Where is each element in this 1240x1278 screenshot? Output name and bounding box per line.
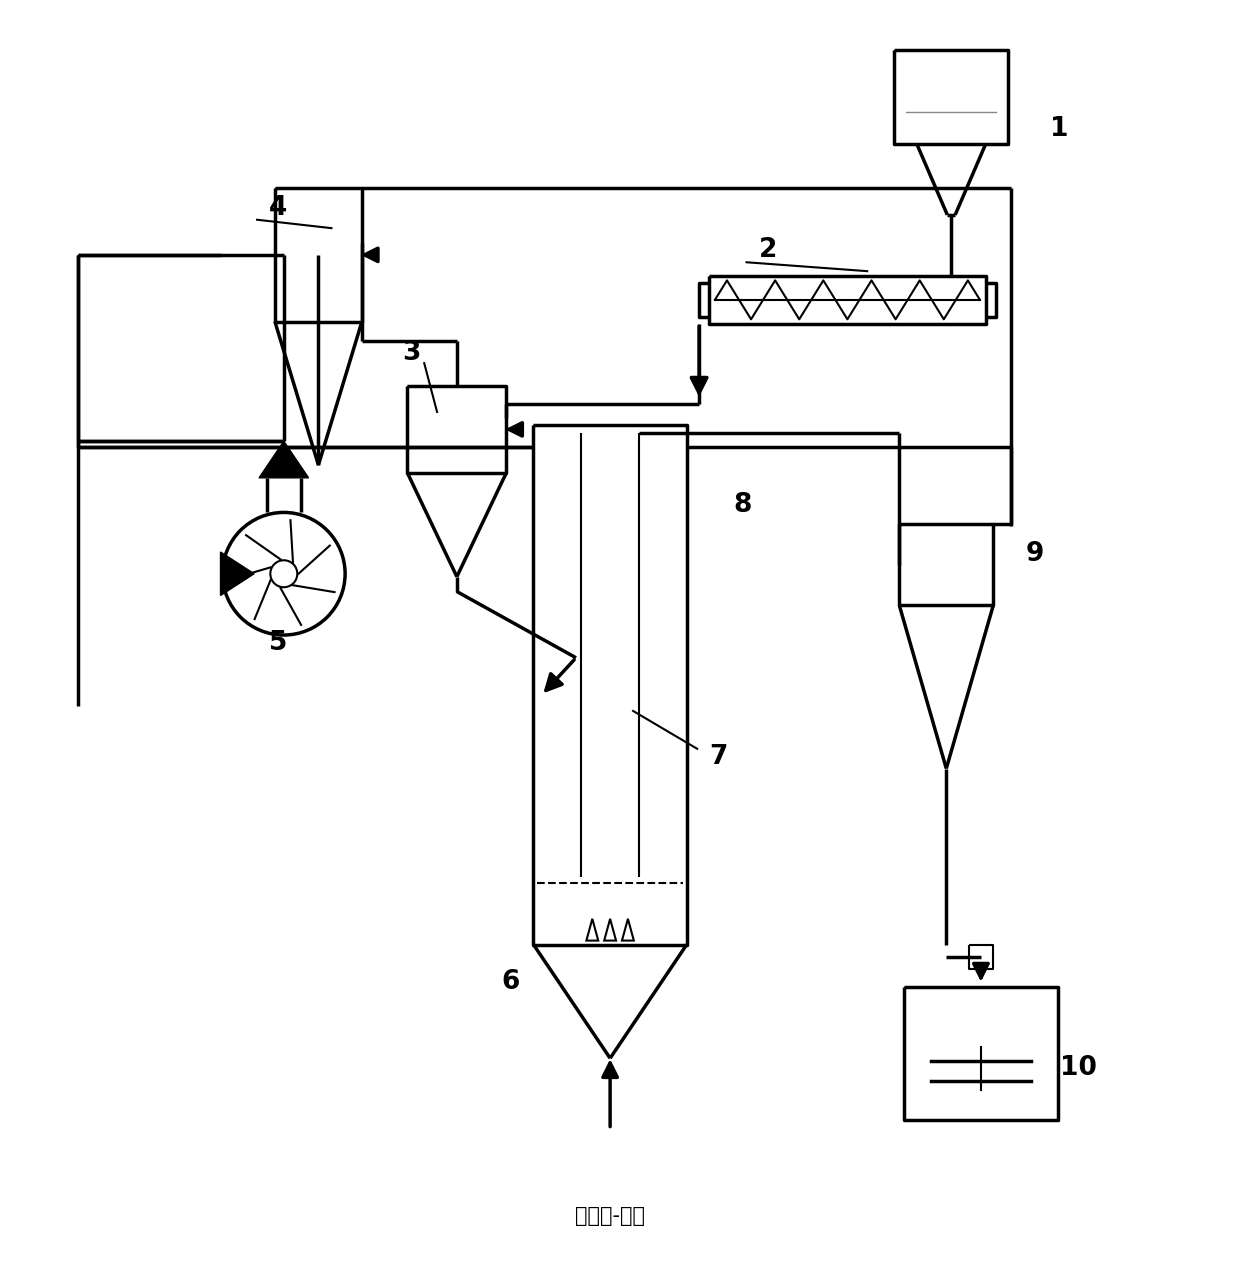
Text: 3: 3 [403, 340, 420, 367]
Text: 7: 7 [709, 744, 728, 769]
Text: 4: 4 [269, 194, 288, 221]
Polygon shape [259, 441, 309, 478]
Text: 10: 10 [1060, 1056, 1097, 1081]
Text: 9: 9 [1025, 541, 1044, 567]
Text: 6: 6 [501, 969, 520, 996]
Text: 8: 8 [734, 492, 753, 518]
Polygon shape [221, 552, 254, 596]
Text: 2: 2 [759, 238, 776, 263]
Text: 天然气-空气: 天然气-空气 [575, 1206, 645, 1227]
Text: 5: 5 [269, 630, 288, 656]
Text: 1: 1 [1050, 116, 1069, 142]
